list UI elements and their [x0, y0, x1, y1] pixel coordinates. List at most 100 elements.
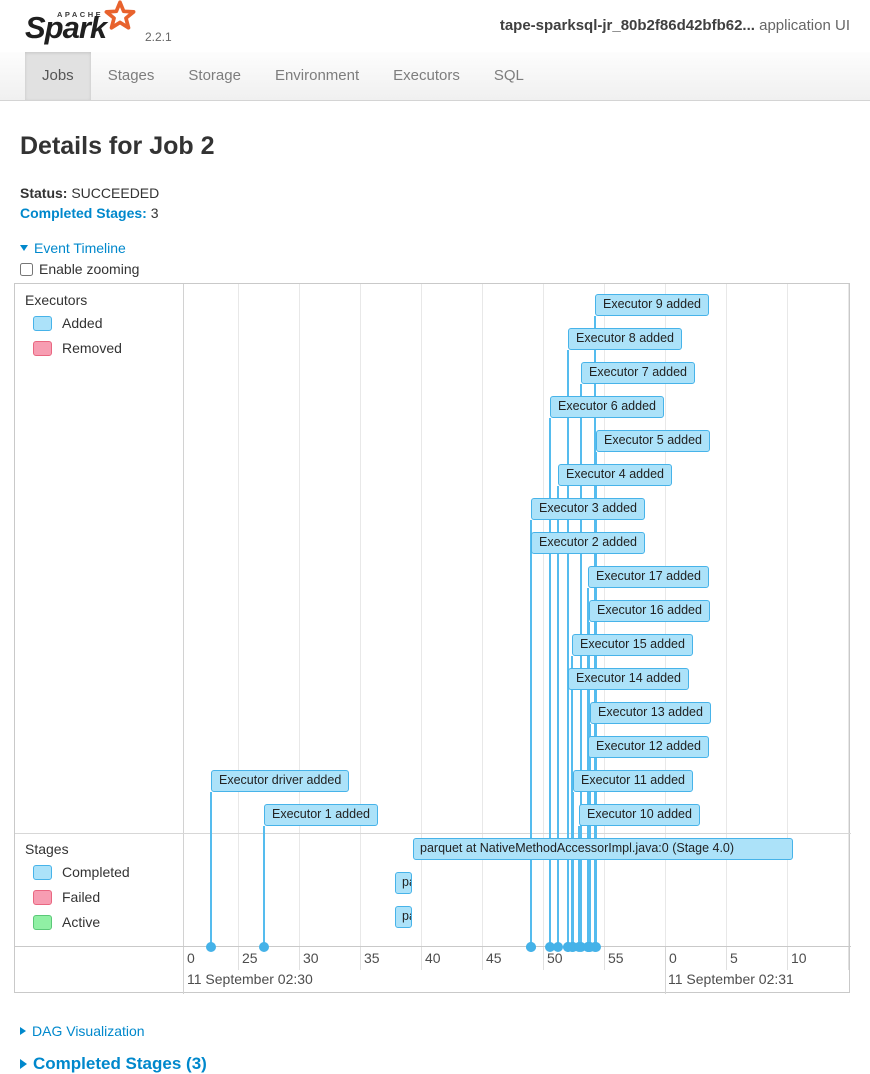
executor-event[interactable]: Executor 3 added — [531, 498, 645, 520]
legend-label: Failed — [62, 889, 101, 905]
axis-tick-label: 5 — [730, 950, 738, 966]
completed-stages-section-toggle[interactable]: Completed Stages (3) — [20, 1054, 850, 1074]
axis-tick-label: 35 — [364, 950, 380, 966]
executor-event[interactable]: Executor 13 added — [590, 702, 711, 724]
nav-tab-sql[interactable]: SQL — [493, 67, 524, 84]
legend-item-completed: Completed — [33, 864, 130, 880]
completed-stages-link[interactable]: Completed Stages: — [20, 205, 147, 221]
stage-event[interactable]: pa — [395, 872, 412, 894]
axis-date-label: 11 September 02:31 — [668, 971, 794, 987]
executor-event[interactable]: Executor 5 added — [596, 430, 710, 452]
enable-zooming-checkbox[interactable] — [20, 262, 33, 276]
executor-event[interactable]: Executor 15 added — [572, 634, 693, 656]
executor-event-line — [210, 792, 212, 947]
executor-event-dot — [259, 942, 269, 952]
executor-event-dot — [591, 942, 601, 952]
executor-event[interactable]: Executor 11 added — [573, 770, 694, 792]
executor-event[interactable]: Executor driver added — [211, 770, 350, 792]
executor-event[interactable]: Executor 4 added — [558, 464, 672, 486]
timeline-gridline — [726, 284, 727, 946]
spark-star-icon — [103, 0, 137, 39]
executor-event[interactable]: Executor 7 added — [581, 362, 695, 384]
executor-event[interactable]: Executor 1 added — [264, 804, 378, 826]
event-timeline-toggle[interactable]: Event Timeline — [20, 240, 850, 256]
executor-event[interactable]: Executor 12 added — [588, 736, 709, 758]
axis-tick-label: 10 — [791, 950, 807, 966]
spark-logo[interactable]: APACHE Spark 2.2.1 — [25, 0, 185, 50]
executor-event[interactable]: Executor 9 added — [595, 294, 709, 316]
completed-stages-line: Completed Stages: 3 — [20, 203, 850, 223]
axis-tick-mark — [848, 946, 849, 970]
executor-event[interactable]: Executor 10 added — [579, 804, 700, 826]
axis-tick-mark — [787, 946, 788, 970]
legend-item-removed: Removed — [33, 340, 122, 356]
axis-tick-label: 30 — [303, 950, 319, 966]
expand-arrow-icon — [20, 1059, 27, 1069]
axis-tick-mark — [726, 946, 727, 970]
axis-tick-mark — [299, 946, 300, 970]
legend-swatch-removed-icon — [33, 340, 52, 356]
timeline-gridline — [848, 284, 849, 946]
executor-event[interactable]: Executor 14 added — [568, 668, 689, 690]
legend-swatch-added-icon — [33, 315, 52, 331]
legend-swatch-active-icon — [33, 914, 52, 930]
executor-event-line — [589, 724, 591, 947]
axis-tick-label: 0 — [187, 950, 195, 966]
timeline-gridline — [482, 284, 483, 946]
timeline-gridline — [543, 284, 544, 946]
completed-stages-section-label: Completed Stages (3) — [33, 1054, 207, 1073]
timeline-gridline — [238, 284, 239, 946]
executor-event-line — [580, 384, 582, 947]
nav-tab-environment[interactable]: Environment — [274, 67, 360, 84]
event-timeline-label: Event Timeline — [34, 240, 126, 256]
timeline-gridline — [787, 284, 788, 946]
axis-tick-mark — [421, 946, 422, 970]
executor-event[interactable]: Executor 6 added — [550, 396, 664, 418]
axis-tick-label: 40 — [425, 950, 441, 966]
dag-visualization-label: DAG Visualization — [32, 1023, 145, 1039]
executor-event-line — [595, 452, 597, 947]
application-ui-suffix: application UI — [754, 17, 850, 34]
axis-tick-label: 55 — [608, 950, 624, 966]
status-line: Status: SUCCEEDED — [20, 183, 850, 203]
logo-spark-text: Spark — [25, 10, 107, 45]
executors-stages-divider — [15, 833, 851, 834]
executor-event-dot — [553, 942, 563, 952]
executor-event-line — [567, 690, 569, 947]
nav-tab-jobs[interactable]: Jobs — [25, 52, 91, 100]
group-title-executors: Executors — [25, 292, 88, 308]
legend-item-active: Active — [33, 914, 100, 930]
event-timeline-chart: Executors Added Removed Stages Completed Fail… — [14, 283, 851, 994]
executor-event-dot — [583, 942, 593, 952]
collapse-arrow-icon — [20, 245, 28, 251]
axis-tick-label: 50 — [547, 950, 563, 966]
nav-tab-stages[interactable]: Stages — [107, 67, 155, 84]
nav-bar: Jobs Stages Storage Environment Executors SQL — [0, 52, 870, 101]
stage-event[interactable]: parquet at NativeMethodAccessorImpl.java… — [413, 838, 793, 860]
axis-tick-label: 0 — [669, 950, 677, 966]
nav-tab-storage[interactable]: Storage — [188, 67, 241, 84]
legend-label: Removed — [62, 340, 122, 356]
executor-event[interactable]: Executor 2 added — [531, 532, 645, 554]
executor-event[interactable]: Executor 16 added — [589, 600, 710, 622]
status-value: SUCCEEDED — [71, 185, 160, 201]
executor-event-line — [530, 554, 532, 947]
enable-zooming-label: Enable zooming — [39, 261, 140, 277]
executor-event[interactable]: Executor 8 added — [568, 328, 682, 350]
status-label: Status: — [20, 185, 68, 201]
legend-label: Added — [62, 315, 103, 331]
spark-version: 2.2.1 — [145, 30, 172, 44]
legend-swatch-failed-icon — [33, 889, 52, 905]
executor-event[interactable]: Executor 17 added — [588, 566, 709, 588]
executor-event-dot — [545, 942, 555, 952]
stage-event[interactable]: pa — [395, 906, 412, 928]
enable-zooming-row: Enable zooming — [20, 261, 850, 277]
axis-tick-mark — [604, 946, 605, 970]
dag-visualization-toggle[interactable]: DAG Visualization — [20, 1023, 850, 1039]
completed-stages-value: 3 — [150, 205, 159, 221]
legend-item-failed: Failed — [33, 889, 100, 905]
nav-tab-executors[interactable]: Executors — [393, 67, 460, 84]
axis-date-label: 11 September 02:30 — [187, 971, 313, 987]
axis-tick-mark — [238, 946, 239, 970]
application-name: tape-sparksql-jr_80b2f86d42bfb62... appl… — [500, 17, 850, 34]
